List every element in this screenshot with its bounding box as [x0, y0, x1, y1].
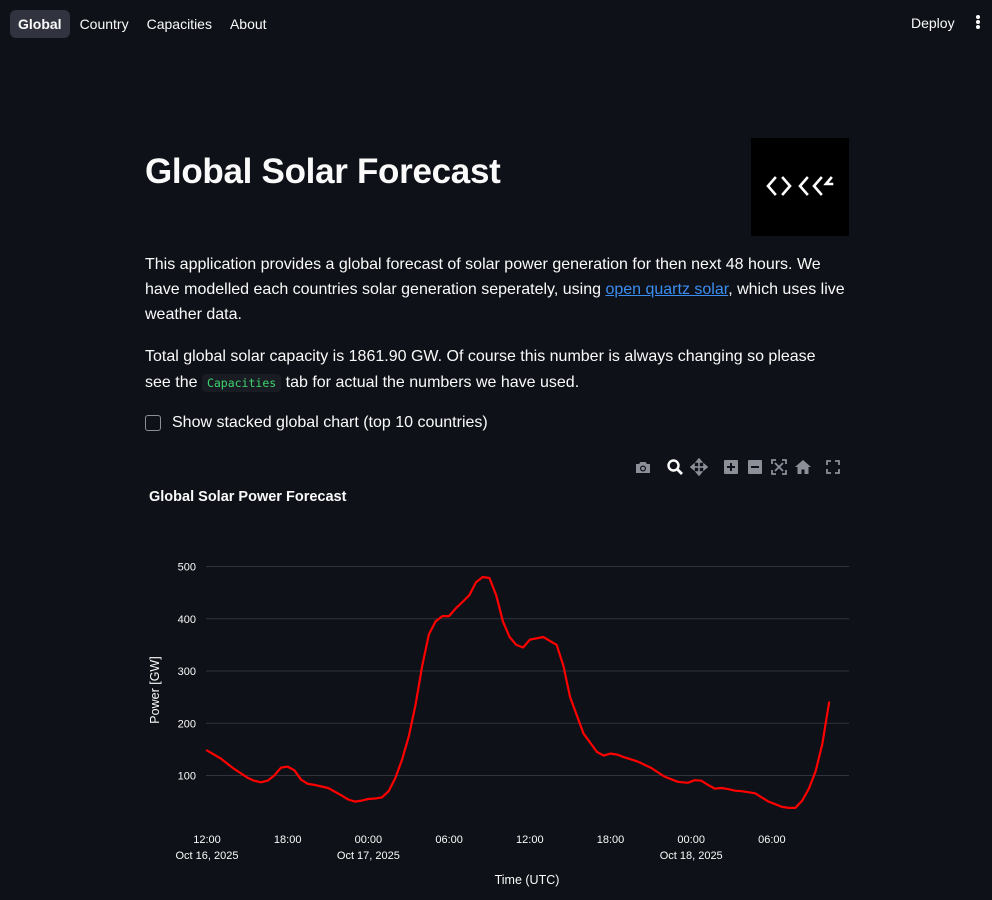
page-nav: Global Country Capacities About [10, 10, 275, 38]
x-tick-date-label: Oct 16, 2025 [176, 850, 239, 862]
capacity-paragraph: Total global solar capacity is 1861.90 G… [145, 344, 845, 396]
chart-title: Global Solar Power Forecast [149, 489, 347, 505]
solar-forecast-chart[interactable]: Global Solar Power Forecast 100 200 300 400… [0, 470, 992, 900]
reset-axes-icon[interactable] [794, 458, 812, 476]
x-tick-label: 18:00 [597, 834, 625, 846]
x-tick-label: 18:00 [274, 834, 302, 846]
autoscale-icon[interactable] [770, 458, 788, 476]
x-tick-label: 12:00 [193, 834, 221, 846]
stacked-chart-checkbox[interactable]: Show stacked global chart (top 10 countr… [145, 414, 488, 432]
deploy-button[interactable]: Deploy [911, 15, 955, 31]
zoom-icon[interactable] [666, 458, 684, 476]
intro-text: This application provides a global forec… [145, 256, 821, 298]
y-tick-label: 400 [178, 614, 196, 626]
page-title: Global Solar Forecast [145, 152, 501, 191]
intro-paragraph: This application provides a global forec… [145, 252, 845, 327]
x-tick-date-label: Oct 17, 2025 [337, 850, 400, 862]
pan-icon[interactable] [690, 458, 708, 476]
y-tick-label: 100 [178, 771, 196, 783]
fullscreen-icon[interactable] [824, 458, 842, 476]
more-vertical-icon[interactable] [973, 14, 983, 32]
chart-grid [206, 566, 849, 776]
chart-modebar [0, 458, 992, 478]
x-tick-label: 12:00 [516, 834, 544, 846]
checkbox-box[interactable] [145, 415, 161, 431]
x-tick-label: 06:00 [435, 834, 463, 846]
nav-tab-capacities[interactable]: Capacities [146, 16, 212, 32]
x-axis-ticks: 12:00 Oct 16, 2025 18:00 00:00 Oct 17, 2025 0… [176, 834, 786, 862]
y-axis-title: Power [GW] [148, 656, 162, 723]
checkbox-label[interactable]: Show stacked global chart (top 10 countr… [172, 414, 488, 431]
x-axis-title: Time (UTC) [495, 873, 560, 887]
camera-icon[interactable] [634, 458, 652, 476]
nav-tab-country[interactable]: Country [79, 16, 129, 32]
top-nav-bar: Global Country Capacities About Deploy [0, 0, 992, 46]
series-line-global-power [205, 575, 831, 809]
x-tick-label: 00:00 [677, 834, 705, 846]
zoom-in-icon[interactable] [722, 458, 740, 476]
y-axis-ticks: 100 200 300 400 500 [178, 562, 196, 783]
nav-tab-about[interactable]: About [229, 16, 267, 32]
intro-text-end: , which uses live weather data. [145, 281, 845, 323]
capacity-text: Total global solar capacity is 1861.90 G… [145, 348, 816, 391]
nav-tab-global[interactable]: Global [10, 10, 70, 38]
x-tick-label: 00:00 [355, 834, 383, 846]
y-tick-label: 300 [178, 666, 196, 678]
capacities-code-chip: Capacities [201, 374, 282, 392]
zoom-out-icon[interactable] [746, 458, 764, 476]
y-tick-label: 200 [178, 718, 196, 730]
x-tick-date-label: Oct 18, 2025 [660, 850, 723, 862]
open-climate-fix-logo [751, 138, 849, 236]
x-tick-label: 06:00 [758, 834, 786, 846]
y-tick-label: 500 [178, 562, 196, 574]
open-quartz-solar-link[interactable]: open quartz solar [605, 281, 729, 298]
capacity-text-end: tab for actual the numbers we have used. [281, 374, 580, 391]
